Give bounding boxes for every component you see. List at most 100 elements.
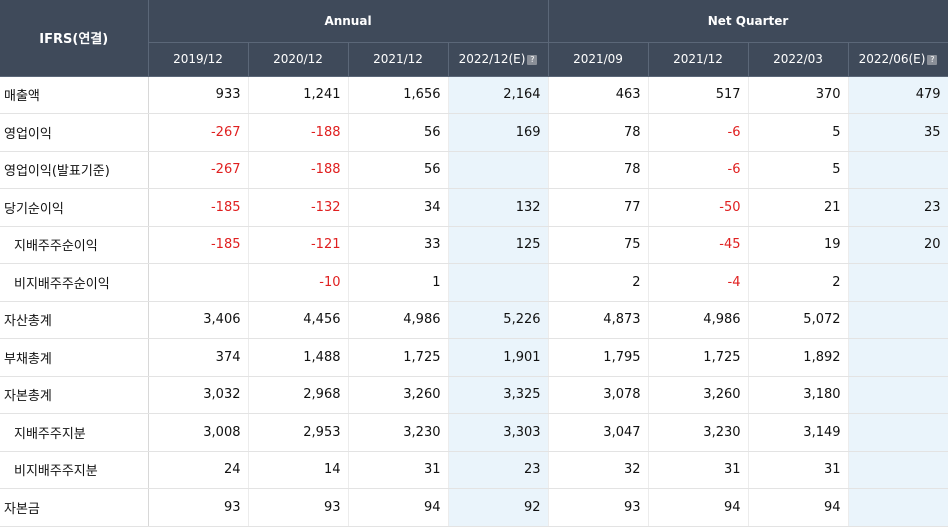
table-cell: 32 <box>548 451 649 489</box>
help-icon[interactable]: ? <box>527 54 538 65</box>
table-cell: -45 <box>648 226 749 264</box>
table-cell: 3,078 <box>548 376 649 414</box>
table-cell: 374 <box>148 338 249 377</box>
table-cell: 1,892 <box>748 338 849 377</box>
table-cell: 2 <box>748 263 849 302</box>
row-label: 지배주주지분 <box>0 413 149 452</box>
table-cell <box>848 451 948 489</box>
table-cell: 5,226 <box>448 301 549 339</box>
table-cell: 93 <box>248 488 349 527</box>
table-cell: -10 <box>248 263 349 302</box>
table-cell: 3,406 <box>148 301 249 339</box>
table-cell: 78 <box>548 151 649 189</box>
table-cell: 1,725 <box>648 338 749 377</box>
table-cell: 4,986 <box>348 301 449 339</box>
table-cell: 35 <box>848 113 948 152</box>
table-cell: 169 <box>448 113 549 152</box>
table-cell: 3,230 <box>648 413 749 452</box>
column-header: 2020/12 <box>248 42 349 77</box>
table-cell: 132 <box>448 188 549 227</box>
table-cell: 1 <box>348 263 449 302</box>
table-row: 영업이익 -267 -188 56 169 78 -6 5 35 <box>0 113 948 152</box>
table-cell: 31 <box>348 451 449 489</box>
table-cell: 4,456 <box>248 301 349 339</box>
table-cell: 3,180 <box>748 376 849 414</box>
table-cell: 23 <box>848 188 948 227</box>
table-cell: 75 <box>548 226 649 264</box>
table-cell <box>848 301 948 339</box>
column-header-label: 2021/09 <box>573 52 623 66</box>
table-cell: -188 <box>248 113 349 152</box>
table-row: 자산총계 3,406 4,456 4,986 5,226 4,873 4,986 5,072 <box>0 301 948 339</box>
table-cell: 56 <box>348 151 449 189</box>
table-cell: -132 <box>248 188 349 227</box>
table-cell: -6 <box>648 151 749 189</box>
table-cell: 3,008 <box>148 413 249 452</box>
table-cell <box>848 488 948 527</box>
table-cell: 2,953 <box>248 413 349 452</box>
table-cell: 370 <box>748 76 849 114</box>
table-cell: 3,032 <box>148 376 249 414</box>
table-row: 영업이익(발표기준) -267 -188 56 78 -6 5 <box>0 151 948 189</box>
table-cell: 24 <box>148 451 249 489</box>
table-cell: 1,795 <box>548 338 649 377</box>
table-cell: 33 <box>348 226 449 264</box>
table-cell: 77 <box>548 188 649 227</box>
column-header: 2021/12 <box>348 42 449 77</box>
table-cell: -50 <box>648 188 749 227</box>
table-cell: 94 <box>648 488 749 527</box>
table-row: 당기순이익 -185 -132 34 132 77 -50 21 23 <box>0 188 948 227</box>
table-cell: 1,488 <box>248 338 349 377</box>
table-cell: -6 <box>648 113 749 152</box>
table-cell: 20 <box>848 226 948 264</box>
table-cell: -188 <box>248 151 349 189</box>
column-header-label: 2022/12(E) <box>458 52 526 66</box>
table-cell: -121 <box>248 226 349 264</box>
table-cell: 92 <box>448 488 549 527</box>
table-cell: 1,241 <box>248 76 349 114</box>
corner-header: IFRS(연결) <box>0 0 149 77</box>
column-header-label: 2020/12 <box>273 52 323 66</box>
annual-group-header: Annual <box>148 0 549 43</box>
table-cell: 5,072 <box>748 301 849 339</box>
table-cell: 1,901 <box>448 338 549 377</box>
table-row: 비지배주주순이익 -10 1 2 -4 2 <box>0 263 948 302</box>
table-cell: 5 <box>748 151 849 189</box>
table-cell: 3,260 <box>648 376 749 414</box>
table-cell: 56 <box>348 113 449 152</box>
help-icon[interactable]: ? <box>927 54 938 65</box>
table-cell: -185 <box>148 188 249 227</box>
row-label: 비지배주주순이익 <box>0 263 149 302</box>
row-label: 영업이익 <box>0 113 149 152</box>
table-cell: 3,325 <box>448 376 549 414</box>
row-label: 당기순이익 <box>0 188 149 227</box>
table-row: 지배주주순이익 -185 -121 33 125 75 -45 19 20 <box>0 226 948 264</box>
column-header-label: 2022/06(E) <box>858 52 926 66</box>
table-cell <box>848 376 948 414</box>
row-label: 비지배주주지분 <box>0 451 149 489</box>
table-row: 비지배주주지분 24 14 31 23 32 31 31 <box>0 451 948 489</box>
table-cell: -267 <box>148 113 249 152</box>
table-cell <box>448 263 549 302</box>
table-cell: 933 <box>148 76 249 114</box>
column-header: 2022/06(E)? <box>848 42 948 77</box>
column-header-label: 2021/12 <box>673 52 723 66</box>
column-header-label: 2021/12 <box>373 52 423 66</box>
row-label: 부채총계 <box>0 338 149 377</box>
row-label: 자산총계 <box>0 301 149 339</box>
table-cell: -4 <box>648 263 749 302</box>
table-cell <box>848 338 948 377</box>
table-cell <box>848 151 948 189</box>
table-cell: 3,149 <box>748 413 849 452</box>
table-cell: 3,303 <box>448 413 549 452</box>
row-label: 자본금 <box>0 488 149 527</box>
column-header-label: 2019/12 <box>173 52 223 66</box>
column-header: 2019/12 <box>148 42 249 77</box>
table-row: 매출액 933 1,241 1,656 2,164 463 517 370 479 <box>0 76 948 114</box>
column-header: 2022/12(E)? <box>448 42 549 77</box>
row-label: 영업이익(발표기준) <box>0 151 149 189</box>
table-row: 지배주주지분 3,008 2,953 3,230 3,303 3,047 3,230 3,14… <box>0 413 948 452</box>
table-cell <box>848 413 948 452</box>
table-cell: 19 <box>748 226 849 264</box>
